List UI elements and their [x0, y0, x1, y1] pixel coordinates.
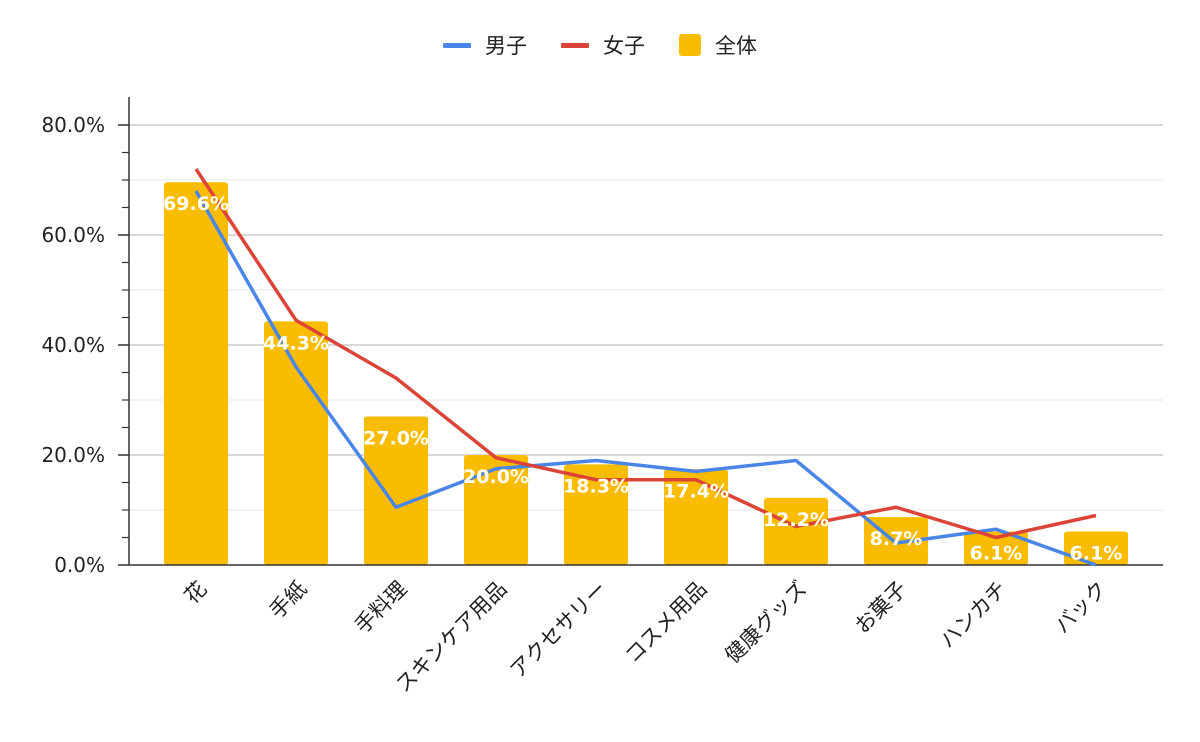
data-label-1: 44.3%: [263, 332, 329, 354]
y-tick-label: 0.0%: [54, 553, 105, 577]
series-line-girls: [194, 168, 1097, 540]
legend-label-boys: 男子: [485, 34, 527, 58]
legend-swatch-girls: [561, 42, 589, 48]
x-tick-label-7: お菓子: [850, 577, 912, 639]
bar-1: [264, 321, 328, 565]
x-tick-label-4: アクセサリー: [505, 577, 611, 683]
x-tick-label-0: 花: [180, 577, 212, 609]
y-tick-label: 20.0%: [41, 443, 105, 467]
legend-swatch-boys: [443, 42, 471, 48]
series-line-boys: [194, 190, 1097, 567]
y-tick-label: 80.0%: [41, 113, 105, 137]
data-label-2: 27.0%: [363, 428, 429, 450]
x-tick-label-5: コスメ用品: [620, 577, 711, 668]
data-label-0: 69.6%: [163, 193, 229, 215]
data-label-6: 12.2%: [763, 509, 829, 531]
bar-8: [964, 531, 1028, 565]
x-tick-label-8: ハンカチ: [935, 577, 1011, 653]
x-tick-label-9: バック: [1050, 577, 1112, 639]
data-label-9: 6.1%: [1070, 542, 1123, 564]
legend-label-girls: 女子: [603, 34, 645, 58]
x-tick-label-6: 健康グッズ: [720, 577, 811, 668]
bar-2: [364, 416, 428, 565]
bar-5: [664, 469, 728, 565]
data-label-8: 6.1%: [970, 542, 1023, 564]
bar-6: [764, 497, 828, 565]
legend-item-boys: 男子: [443, 30, 527, 60]
data-label-7: 8.7%: [870, 528, 923, 550]
bar-0: [164, 182, 228, 565]
x-tick-label-1: 手紙: [265, 577, 312, 624]
y-tick-label: 60.0%: [41, 223, 105, 247]
legend-item-girls: 女子: [561, 30, 645, 60]
data-label-5: 17.4%: [663, 480, 729, 502]
y-tick-label: 40.0%: [41, 333, 105, 357]
bar-4: [564, 464, 628, 565]
legend-label-total: 全体: [715, 34, 757, 58]
bar-3: [464, 455, 528, 565]
legend-item-total: 全体: [679, 30, 757, 60]
x-tick-label-2: 手料理: [350, 577, 412, 639]
data-label-3: 20.0%: [463, 466, 529, 488]
data-label-4: 18.3%: [563, 475, 629, 497]
legend-swatch-total: [679, 34, 701, 56]
bar-9: [1064, 531, 1128, 565]
legend: 男子 女子 全体: [0, 30, 1200, 60]
